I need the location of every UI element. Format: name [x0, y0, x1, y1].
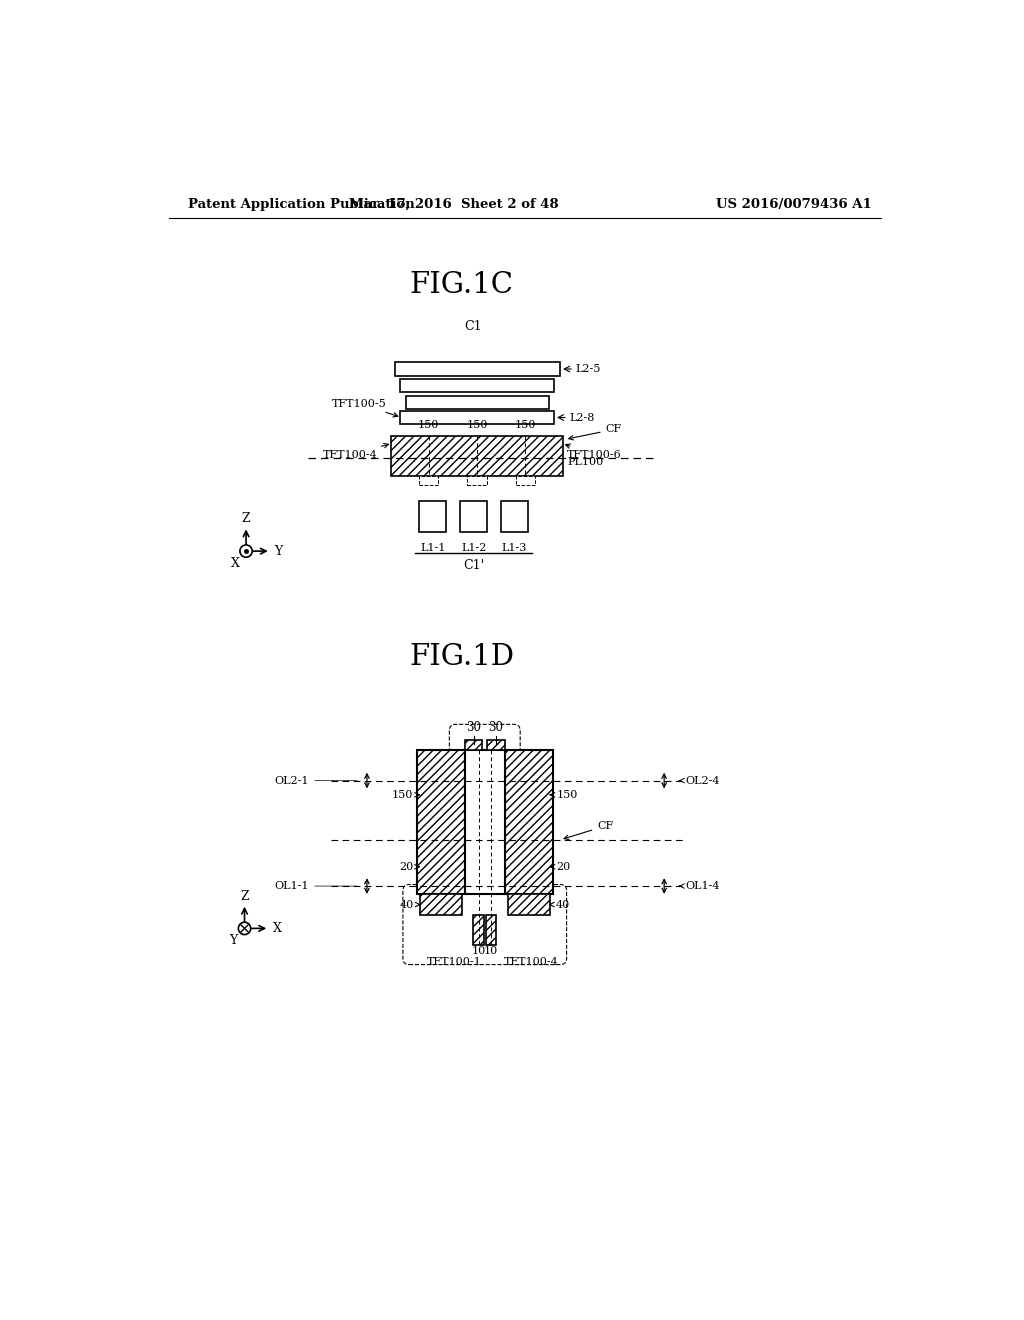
Text: Y: Y — [229, 935, 238, 948]
Text: 150: 150 — [550, 789, 578, 800]
Bar — [460, 502, 487, 532]
Text: OL1-4: OL1-4 — [679, 880, 720, 891]
Bar — [505, 750, 553, 894]
Bar — [467, 475, 486, 484]
Text: L2-5: L2-5 — [575, 364, 601, 374]
Text: CF: CF — [568, 425, 622, 440]
Text: 150: 150 — [392, 789, 419, 800]
Bar — [465, 739, 482, 750]
Text: 40: 40 — [550, 899, 570, 909]
Text: Mar. 17, 2016  Sheet 2 of 48: Mar. 17, 2016 Sheet 2 of 48 — [349, 198, 559, 211]
Text: TFT100-1: TFT100-1 — [427, 957, 481, 966]
Text: 10: 10 — [483, 945, 498, 956]
Text: US 2016/0079436 A1: US 2016/0079436 A1 — [716, 198, 871, 211]
Bar — [417, 750, 465, 894]
Text: 150: 150 — [466, 420, 487, 430]
Bar — [473, 915, 484, 945]
Text: 10: 10 — [471, 945, 485, 956]
Bar — [407, 396, 549, 409]
Bar — [419, 502, 446, 532]
Text: 30: 30 — [488, 721, 504, 734]
Text: L1-1: L1-1 — [420, 543, 445, 553]
Text: OL2-4: OL2-4 — [679, 776, 720, 785]
Text: PL100: PL100 — [567, 457, 603, 467]
Text: 20: 20 — [550, 862, 570, 871]
Text: TFT100-6: TFT100-6 — [565, 444, 622, 459]
Text: Z: Z — [242, 512, 251, 525]
Bar — [394, 363, 560, 376]
Text: 150: 150 — [418, 420, 439, 430]
Text: L1-3: L1-3 — [502, 543, 527, 553]
Text: X: X — [230, 557, 240, 570]
Bar — [487, 739, 505, 750]
Text: X: X — [272, 921, 282, 935]
Bar — [400, 379, 554, 392]
Text: OL2-1: OL2-1 — [274, 776, 357, 785]
Bar — [400, 411, 554, 424]
Circle shape — [239, 923, 251, 935]
Circle shape — [240, 545, 252, 557]
Text: Y: Y — [274, 545, 283, 557]
Text: Z: Z — [241, 890, 249, 903]
Text: FIG.1D: FIG.1D — [410, 643, 514, 672]
Bar — [485, 915, 497, 945]
Text: C1': C1' — [463, 560, 484, 573]
Text: Patent Application Publication: Patent Application Publication — [188, 198, 415, 211]
Text: 20: 20 — [399, 862, 419, 871]
Text: C1: C1 — [465, 319, 482, 333]
Bar — [391, 436, 563, 475]
Bar — [508, 894, 550, 915]
Text: CF: CF — [564, 821, 613, 840]
Text: FIG.1C: FIG.1C — [410, 272, 514, 300]
Text: L1-2: L1-2 — [461, 543, 486, 553]
Text: 40: 40 — [399, 899, 420, 909]
Text: L2-8: L2-8 — [569, 413, 595, 422]
Text: TFT100-5: TFT100-5 — [333, 399, 397, 417]
Bar — [501, 502, 528, 532]
Text: 30: 30 — [466, 721, 481, 734]
Text: TFT100-4: TFT100-4 — [323, 444, 388, 459]
Bar — [516, 475, 535, 484]
Text: OL1-1: OL1-1 — [274, 880, 357, 891]
Bar — [420, 894, 462, 915]
Text: TFT100-4: TFT100-4 — [504, 957, 558, 966]
Text: 150: 150 — [515, 420, 536, 430]
Bar — [465, 750, 505, 894]
Bar — [419, 475, 438, 484]
